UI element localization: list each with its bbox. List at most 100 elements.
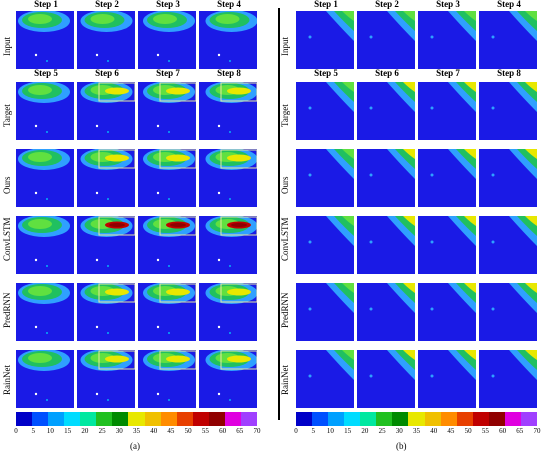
colorbar-tick: 50 — [184, 427, 192, 435]
heatmap-cell — [199, 11, 257, 69]
colorbar-tick: 70 — [253, 427, 261, 435]
colorbar-tick: 55 — [201, 427, 209, 435]
colorbar-tick: 35 — [413, 427, 420, 435]
heatmap-cell — [16, 283, 74, 341]
heatmap-cell — [77, 350, 135, 408]
heatmap-cell — [479, 216, 537, 274]
colorbar-tick: 10 — [326, 427, 334, 435]
panel-caption: (b) — [396, 441, 407, 451]
colorbar-swatch — [360, 412, 377, 426]
step-header: Step 6 — [95, 68, 119, 78]
heatmap-cell — [479, 82, 537, 140]
heatmap-cell — [418, 149, 476, 207]
colorbar-tick: 55 — [481, 427, 489, 435]
step-header: Step 3 — [156, 0, 180, 9]
colorbar-tick: 65 — [516, 427, 524, 435]
colorbar-swatch — [488, 412, 505, 426]
heatmap-cell — [418, 350, 476, 408]
heatmap-cell — [138, 82, 196, 140]
heatmap-cell — [296, 216, 354, 274]
heatmap-cell — [479, 350, 537, 408]
step-header: Step 7 — [156, 68, 180, 78]
heatmap-cell — [418, 82, 476, 140]
heatmap-cell — [77, 283, 135, 341]
heatmap-cell — [199, 216, 257, 274]
heatmap-cell — [77, 11, 135, 69]
colorbar-swatch — [80, 412, 97, 426]
colorbar-swatch — [328, 412, 345, 426]
heatmap-cell — [357, 350, 415, 408]
colorbar-tick: 5 — [31, 427, 35, 435]
heatmap-cell — [296, 350, 354, 408]
separator-line — [278, 8, 280, 420]
row-label: Ours — [2, 176, 12, 195]
colorbar — [296, 412, 537, 426]
heatmap-cell — [357, 283, 415, 341]
heatmap-cell — [479, 11, 537, 69]
step-header: Step 6 — [375, 68, 399, 78]
step-header: Step 5 — [34, 68, 58, 78]
colorbar-swatch — [472, 412, 489, 426]
heatmap-cell — [16, 82, 74, 140]
row-label: RainNet — [280, 365, 290, 395]
colorbar-tick: 60 — [219, 427, 227, 435]
colorbar-tick: 65 — [236, 427, 244, 435]
heatmap-cell — [16, 350, 74, 408]
colorbar-swatch — [312, 412, 329, 426]
heatmap-cell — [479, 149, 537, 207]
colorbar-swatch — [64, 412, 81, 426]
heatmap-cell — [296, 149, 354, 207]
colorbar-tick: 45 — [167, 427, 175, 435]
colorbar-swatch — [408, 412, 425, 426]
colorbar-swatch — [424, 412, 441, 426]
panel-caption: (a) — [130, 441, 140, 451]
colorbar-tick: 0 — [294, 427, 298, 435]
heatmap-cell — [138, 11, 196, 69]
colorbar-swatch — [456, 412, 473, 426]
row-label: Target — [2, 104, 12, 127]
colorbar-tick: 25 — [98, 427, 106, 435]
step-header: Step 1 — [34, 0, 58, 9]
row-label: RainNet — [2, 365, 12, 395]
heatmap-cell — [296, 283, 354, 341]
colorbar-tick: 50 — [464, 427, 472, 435]
heatmap-cell — [16, 11, 74, 69]
colorbar-tick: 10 — [46, 427, 54, 435]
colorbar-swatch — [440, 412, 457, 426]
row-label: ConvLSTM — [2, 217, 12, 261]
colorbar-swatch — [128, 412, 145, 426]
colorbar-tick: 45 — [447, 427, 455, 435]
colorbar-swatch — [176, 412, 193, 426]
step-header: Step 3 — [436, 0, 460, 9]
heatmap-cell — [357, 216, 415, 274]
colorbar-swatch — [32, 412, 49, 426]
colorbar-tick: 35 — [133, 427, 140, 435]
step-header: Step 7 — [436, 68, 460, 78]
heatmap-cell — [418, 216, 476, 274]
row-label: ConvLSTM — [280, 217, 290, 261]
heatmap-cell — [296, 82, 354, 140]
colorbar-swatch — [376, 412, 393, 426]
heatmap-cell — [296, 11, 354, 69]
colorbar-tick: 15 — [344, 427, 352, 435]
colorbar-swatch — [16, 412, 33, 426]
colorbar-swatch — [96, 412, 113, 426]
step-header: Step 4 — [217, 0, 241, 9]
heatmap-cell — [479, 283, 537, 341]
heatmap-cell — [357, 149, 415, 207]
colorbar-tick: 40 — [150, 427, 158, 435]
row-label: Input — [2, 37, 12, 56]
colorbar-tick: 30 — [115, 427, 123, 435]
heatmap-cell — [357, 82, 415, 140]
heatmap-cell — [418, 11, 476, 69]
heatmap-cell — [16, 149, 74, 207]
colorbar-tick: 20 — [81, 427, 89, 435]
heatmap-cell — [77, 216, 135, 274]
step-header: Step 4 — [497, 0, 521, 9]
colorbar-swatch — [112, 412, 129, 426]
colorbar-swatch — [48, 412, 65, 426]
colorbar-swatch — [504, 412, 521, 426]
row-label: Target — [280, 104, 290, 127]
heatmap-cell — [138, 216, 196, 274]
heatmap-cell — [77, 82, 135, 140]
